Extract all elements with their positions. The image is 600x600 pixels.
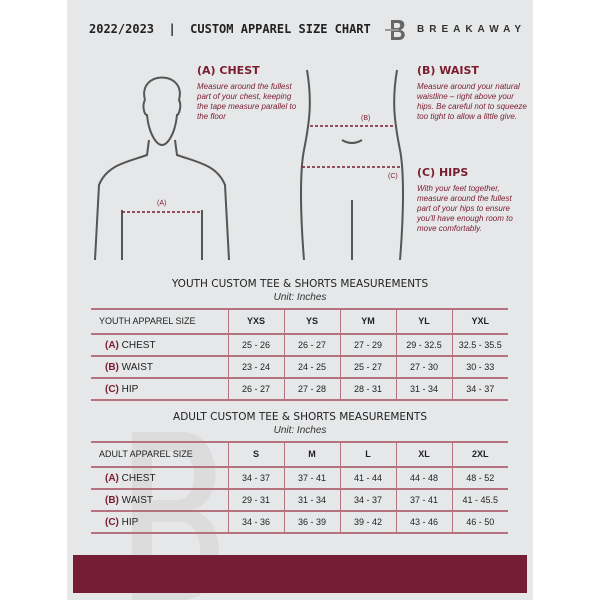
chest-description: Measure around the fullest part of your … xyxy=(197,82,297,121)
cell: 26 - 27 xyxy=(227,377,284,401)
cell: 41 - 44 xyxy=(339,466,396,490)
size-header: XL xyxy=(395,441,452,468)
cell: 34 - 36 xyxy=(227,510,284,534)
page-title: 2022/2023 | CUSTOM APPAREL SIZE CHART xyxy=(89,22,371,36)
cell: 46 - 50 xyxy=(451,510,508,534)
footer-bar xyxy=(73,555,527,593)
size-header: YM xyxy=(339,308,396,335)
row-label: (B) WAIST xyxy=(91,488,228,512)
youth-unit: Unit: Inches xyxy=(273,292,327,303)
row-label: (C) HIP xyxy=(91,377,228,401)
row-label: (A) CHEST xyxy=(91,466,228,490)
waist-marker: (B) xyxy=(361,115,371,122)
cell: 27 - 30 xyxy=(395,355,452,379)
hips-description: With your feet together, measure around … xyxy=(417,184,513,233)
cell: 41 - 45.5 xyxy=(451,488,508,512)
cell: 30 - 33 xyxy=(451,355,508,379)
size-header: S xyxy=(227,441,284,468)
size-header: YS xyxy=(283,308,340,335)
size-header: YXS xyxy=(227,308,284,335)
cell: 29 - 31 xyxy=(227,488,284,512)
youth-size-table: YOUTH APPAREL SIZE YXS YS YM YL YXL (A) CHES… xyxy=(91,308,508,401)
cell: 36 - 39 xyxy=(283,510,340,534)
cell: 31 - 34 xyxy=(283,488,340,512)
cell: 29 - 32.5 xyxy=(395,333,452,357)
cell: 43 - 46 xyxy=(395,510,452,534)
cell: 27 - 29 xyxy=(339,333,396,357)
row-label: (A) CHEST xyxy=(91,333,228,357)
cell: 37 - 41 xyxy=(283,466,340,490)
row-label: (B) WAIST xyxy=(91,355,228,379)
table-row: (C) HIP 34 - 36 36 - 39 39 - 42 43 - 46 46 - … xyxy=(91,510,508,534)
cell: 34 - 37 xyxy=(339,488,396,512)
cell: 37 - 41 xyxy=(395,488,452,512)
cell: 31 - 34 xyxy=(395,377,452,401)
size-header: YL xyxy=(395,308,452,335)
cell: 44 - 48 xyxy=(395,466,452,490)
header-label: YOUTH APPAREL SIZE xyxy=(91,308,228,335)
upper-body-illustration xyxy=(94,76,230,260)
size-header: M xyxy=(283,441,340,468)
cell: 48 - 52 xyxy=(451,466,508,490)
header-label: ADULT APPAREL SIZE xyxy=(91,441,228,468)
cell: 39 - 42 xyxy=(339,510,396,534)
waist-description: Measure around your natural waistline – … xyxy=(417,82,527,121)
cell: 24 - 25 xyxy=(283,355,340,379)
waist-guide: (B) WAIST Measure around your natural wa… xyxy=(417,64,527,122)
brand-logo: BREAKAWAY xyxy=(385,18,526,42)
table-row: (B) WAIST 23 - 24 24 - 25 25 - 27 27 - 30 30 … xyxy=(91,355,508,379)
youth-section-title: YOUTH CUSTOM TEE & SHORTS MEASUREMENTS xyxy=(171,278,429,290)
cell: 32.5 - 35.5 xyxy=(451,333,508,357)
lower-body-illustration xyxy=(300,69,404,260)
size-header: 2XL xyxy=(451,441,508,468)
cell: 34 - 37 xyxy=(227,466,284,490)
table-header-row: YOUTH APPAREL SIZE YXS YS YM YL YXL xyxy=(91,308,508,335)
cell: 26 - 27 xyxy=(283,333,340,357)
cell: 25 - 26 xyxy=(227,333,284,357)
breakaway-logo-icon xyxy=(385,20,405,40)
chest-heading: (A) CHEST xyxy=(197,64,260,77)
brand-name: BREAKAWAY xyxy=(417,24,527,35)
waist-heading: (B) WAIST xyxy=(417,64,479,77)
table-row: (C) HIP 26 - 27 27 - 28 28 - 31 31 - 34 34 - … xyxy=(91,377,508,401)
table-row: (A) CHEST 34 - 37 37 - 41 41 - 44 44 - 48 48 … xyxy=(91,466,508,490)
hips-marker: (C) xyxy=(388,173,398,180)
size-header: YXL xyxy=(451,308,508,335)
cell: 25 - 27 xyxy=(339,355,396,379)
chest-guide: (A) CHEST Measure around the fullest par… xyxy=(197,64,297,122)
cell: 34 - 37 xyxy=(451,377,508,401)
adult-section-title: ADULT CUSTOM TEE & SHORTS MEASUREMENTS xyxy=(173,411,427,423)
hips-heading: (C) HIPS xyxy=(417,166,469,179)
adult-unit: Unit: Inches xyxy=(273,425,327,436)
row-label: (C) HIP xyxy=(91,510,228,534)
table-row: (A) CHEST 25 - 26 26 - 27 27 - 29 29 - 32.5 3… xyxy=(91,333,508,357)
chest-marker: (A) xyxy=(157,200,167,207)
cell: 28 - 31 xyxy=(339,377,396,401)
cell: 27 - 28 xyxy=(283,377,340,401)
hips-guide: (C) HIPS With your feet together, measur… xyxy=(417,166,527,234)
cell: 23 - 24 xyxy=(227,355,284,379)
size-header: L xyxy=(339,441,396,468)
size-chart-page: 2022/2023 | CUSTOM APPAREL SIZE CHART BR… xyxy=(67,0,533,600)
adult-size-table: ADULT APPAREL SIZE S M L XL 2XL (A) CHEST 34 … xyxy=(91,441,508,534)
table-header-row: ADULT APPAREL SIZE S M L XL 2XL xyxy=(91,441,508,468)
table-row: (B) WAIST 29 - 31 31 - 34 34 - 37 37 - 41 41 … xyxy=(91,488,508,512)
